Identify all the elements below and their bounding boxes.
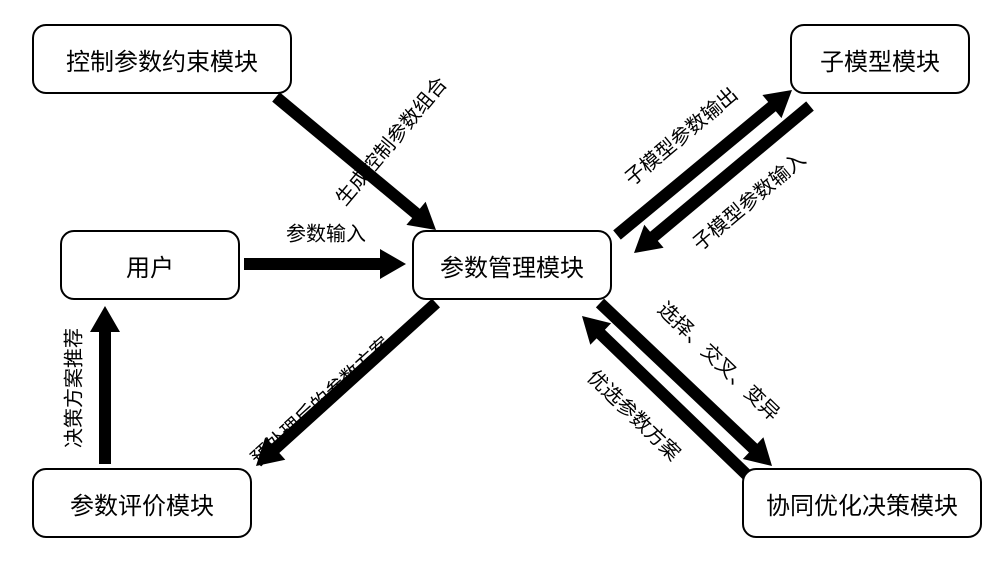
node-label-user: 用户 [126, 248, 174, 283]
edge-label-coop_opt-to-param_mgr: 优选参数方案 [582, 362, 688, 466]
edge-label-user-to-param_mgr: 参数输入 [286, 218, 366, 247]
node-submodel: 子模型模块 [790, 24, 970, 94]
node-label-param_eval: 参数评价模块 [70, 486, 214, 521]
edge-label-submodel-to-param_mgr: 子模型参数输入 [685, 144, 811, 256]
arrow-user-to-param_mgr [244, 249, 406, 279]
node-label-param_mgr: 参数管理模块 [440, 248, 584, 283]
node-label-constraint: 控制参数约束模块 [66, 42, 258, 77]
node-param_mgr: 参数管理模块 [412, 230, 612, 300]
node-user: 用户 [60, 230, 240, 300]
node-label-coop_opt: 协同优化决策模块 [766, 486, 958, 521]
edge-label-constraint-to-param_mgr: 生成控制参数组合 [327, 69, 452, 210]
edge-label-param_mgr-to-coop_opt: 选择、交叉、变异 [652, 294, 787, 426]
node-label-submodel: 子模型模块 [820, 42, 940, 77]
edge-label-param_mgr-to-submodel: 子模型参数输出 [617, 79, 743, 191]
node-constraint: 控制参数约束模块 [32, 24, 292, 94]
arrow-param_eval-to-user [90, 306, 120, 464]
edge-label-param_eval-to-user: 决策方案推荐 [58, 328, 87, 448]
edge-label-param_mgr-to-param_eval: 预处理后的参数方案 [243, 329, 396, 471]
node-coop_opt: 协同优化决策模块 [742, 468, 982, 538]
node-param_eval: 参数评价模块 [32, 468, 252, 538]
